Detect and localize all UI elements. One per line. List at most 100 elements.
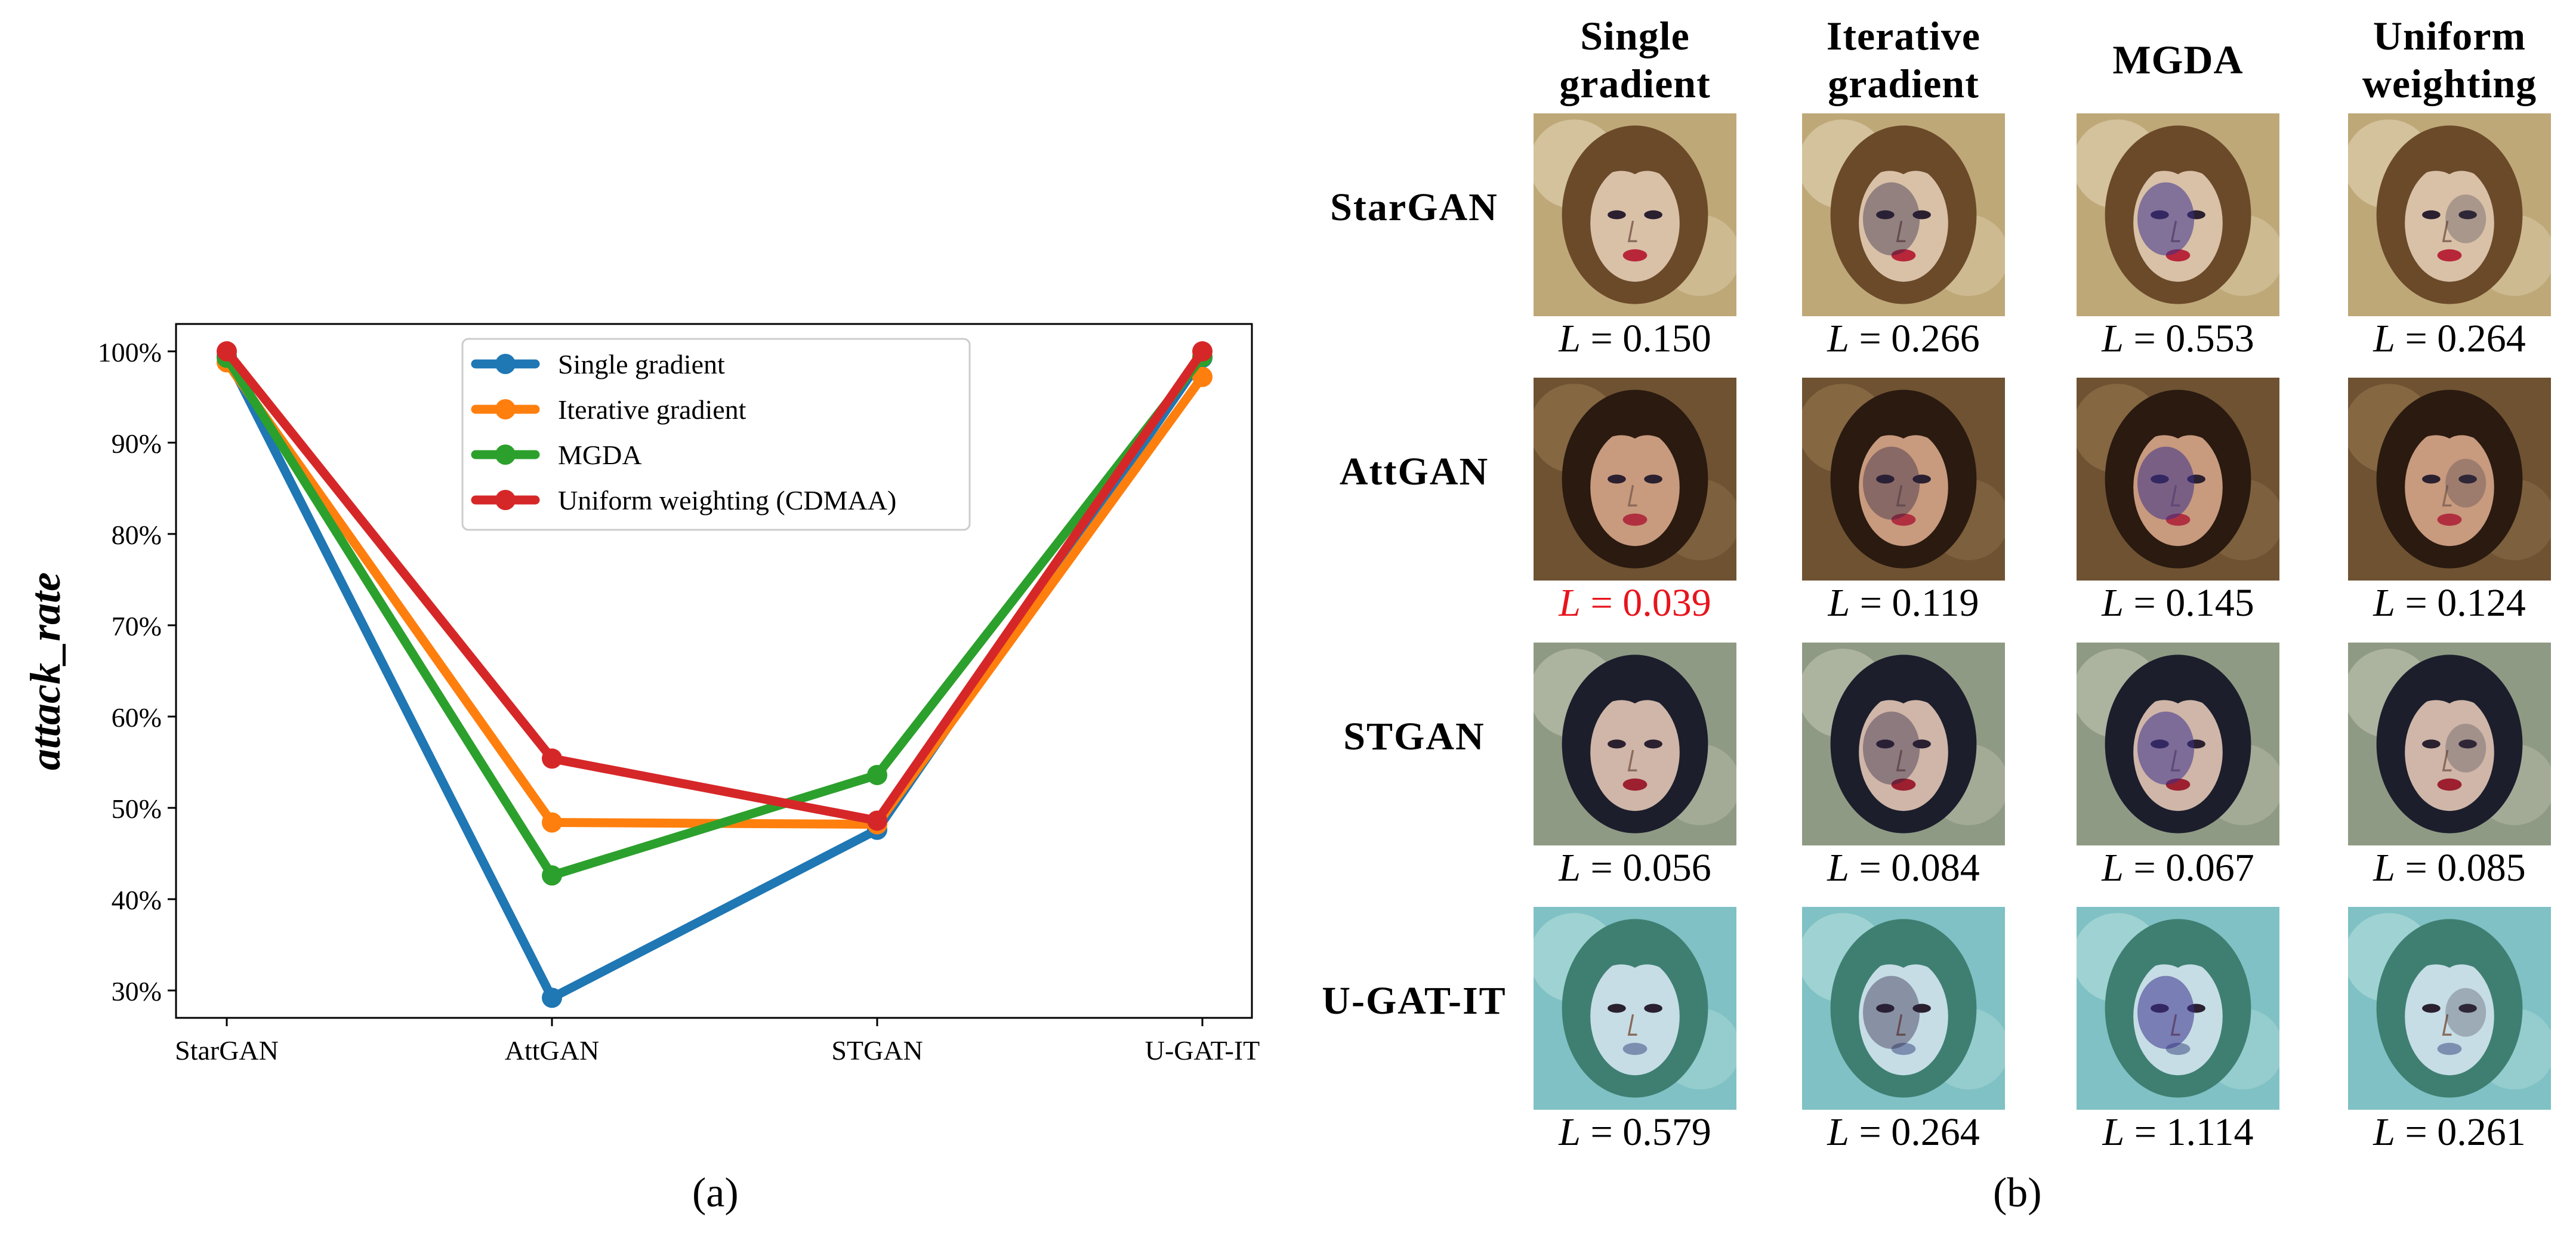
column-header: Iterative gradient [1772,12,2035,107]
loss-equals: = [2395,581,2438,625]
loss-value: L = 1.114 [2053,1110,2303,1155]
loss-symbol: L [2373,317,2395,360]
loss-symbol: L [2102,317,2124,360]
loss-number: 0.056 [1622,846,1711,890]
result-thumbnail [1534,113,1736,316]
loss-number: 0.039 [1622,581,1711,625]
y-tick-label: 80% [112,520,162,550]
data-point [1192,341,1213,362]
column-header: MGDA [2047,36,2309,84]
loss-number: 0.150 [1622,317,1711,360]
legend-box [461,338,971,531]
y-axis-label: attack_rate [21,572,69,770]
loss-equals: = [1580,317,1623,360]
loss-number: 1.114 [2166,1110,2254,1154]
loss-equals: = [2123,317,2166,360]
loss-number: 0.579 [1622,1110,1711,1154]
y-tick-label: 40% [112,885,162,915]
legend-label: Single gradient [558,349,725,379]
y-tick-label: 70% [112,611,162,641]
loss-value: L = 0.145 [2053,581,2303,626]
loss-symbol: L [2102,1110,2125,1154]
y-tick-label: 100% [98,337,162,368]
x-tick-label: StarGAN [175,1035,279,1066]
column-header-line: Iterative [1826,13,1981,58]
loss-value: L = 0.264 [2324,316,2575,362]
result-thumbnail [1534,378,1736,581]
loss-symbol: L [1827,317,1849,360]
loss-equals: = [2395,1110,2438,1154]
loss-value: L = 0.084 [1778,845,2029,891]
data-point [867,810,887,831]
loss-value: L = 0.067 [2053,845,2303,891]
attack-rate-chart: 30% 40% 50% 60% 70% 80% 90% 100% StarGAN AttGAN ST… [21,323,1260,1066]
loss-number: 0.084 [1891,846,1980,890]
loss-number: 0.067 [2165,846,2254,890]
loss-symbol: L [1559,317,1581,360]
loss-value: L = 0.266 [1778,316,2029,362]
loss-number: 0.119 [1892,581,1979,625]
row-header: U-GAT-IT [1322,979,1507,1023]
loss-equals: = [1850,581,1892,625]
y-tick-label: 60% [112,702,162,733]
row-header: STGAN [1343,715,1485,758]
loss-value: L = 0.119 [1778,581,2029,626]
loss-symbol: L [1559,1110,1581,1154]
y-tick-label: 30% [112,976,162,1007]
loss-number: 0.145 [2165,581,2254,625]
result-thumbnail [1802,643,2005,845]
loss-number: 0.124 [2437,581,2526,625]
loss-symbol: L [1828,581,1850,625]
panel-b-label: (b) [1993,1170,2042,1216]
panel-a-label: (a) [692,1170,739,1216]
column-header-line: weighting [2362,61,2537,106]
data-point [217,341,237,362]
legend-marker [495,444,516,465]
loss-value: L = 0.261 [2324,1110,2575,1155]
loss-value: L = 0.039 [1510,581,1760,626]
legend-marker [495,399,516,419]
loss-number: 0.261 [2437,1110,2526,1154]
result-thumbnail [2077,643,2279,845]
loss-symbol: L [2373,846,2395,890]
loss-symbol: L [1827,1110,1849,1154]
data-point [542,987,562,1008]
result-thumbnail [2077,907,2279,1110]
loss-number: 0.085 [2437,846,2526,890]
loss-number: 0.264 [2437,317,2526,360]
loss-equals: = [1580,581,1623,625]
loss-value: L = 0.124 [2324,581,2575,626]
loss-value: L = 0.553 [2053,316,2303,362]
loss-symbol: L [1559,846,1581,890]
loss-value: L = 0.150 [1510,316,1760,362]
result-thumbnail [1534,907,1736,1110]
column-header-line: gradient [1559,61,1711,106]
result-thumbnail [2077,378,2279,581]
loss-equals: = [1849,846,1892,890]
data-point [542,865,562,886]
column-header-line: Single [1580,13,1690,58]
x-tick-label: STGAN [831,1035,923,1066]
x-tick-label: U-GAT-IT [1145,1035,1260,1066]
loss-value: L = 0.056 [1510,845,1760,891]
loss-symbol: L [2102,581,2124,625]
loss-number: 0.553 [2165,317,2254,360]
x-tick-label: AttGAN [505,1035,599,1066]
result-thumbnail [2348,113,2551,316]
loss-symbol: L [1827,846,1849,890]
column-header: Single gradient [1504,12,1766,107]
loss-equals: = [1580,1110,1623,1154]
result-thumbnail [2348,643,2551,845]
loss-symbol: L [2373,581,2395,625]
column-header-line: gradient [1828,61,1979,106]
legend-marker [495,354,516,374]
series-line-2 [222,352,1207,880]
loss-value: L = 0.579 [1510,1110,1760,1155]
column-header-line: Uniform [2373,13,2526,58]
loss-equals: = [1849,317,1892,360]
loss-equals: = [2123,581,2166,625]
result-thumbnail [2348,378,2551,581]
result-thumbnail [2348,907,2551,1110]
data-point [867,764,887,785]
plot-frame [175,323,1253,1019]
